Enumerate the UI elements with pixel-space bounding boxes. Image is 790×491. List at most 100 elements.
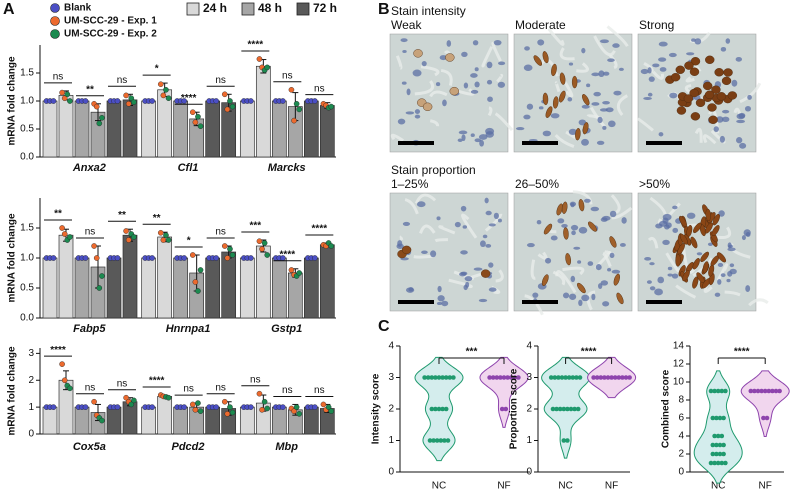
data-point — [708, 388, 714, 394]
bar — [205, 100, 221, 158]
data-point — [559, 375, 565, 380]
nucleus — [658, 132, 664, 137]
stained-cell — [689, 67, 700, 76]
y-tick-label: 2 — [28, 375, 34, 386]
tissue-fiber — [390, 133, 404, 142]
image-label: Strong — [639, 18, 674, 32]
row-title: Stain proportion — [391, 163, 476, 177]
significance-label: **** — [280, 249, 296, 260]
bar — [319, 105, 335, 158]
bar — [271, 100, 287, 158]
data-point — [715, 388, 721, 394]
significance-label: ns — [117, 75, 128, 86]
data-point — [213, 255, 219, 261]
nucleus — [484, 197, 489, 204]
data-point — [91, 398, 97, 405]
x-tick-label: Pdcd2 — [171, 441, 204, 453]
data-point — [561, 438, 567, 443]
y-axis-label: mRNA fold change — [7, 56, 18, 146]
significance-label: **** — [312, 224, 328, 235]
stained-cell — [588, 221, 597, 232]
tissue-fiber — [404, 198, 419, 215]
data-point — [719, 388, 725, 394]
data-point — [490, 375, 496, 380]
nucleus — [435, 82, 441, 87]
data-point — [328, 243, 335, 249]
nucleus — [487, 96, 493, 102]
nucleus — [486, 79, 493, 85]
data-point — [280, 98, 286, 104]
nucleus — [567, 97, 573, 102]
tissue-fiber — [414, 193, 437, 205]
nucleus — [545, 257, 552, 264]
nucleus — [597, 116, 603, 124]
nucleus — [726, 278, 731, 283]
nucleus — [719, 135, 725, 143]
data-point — [505, 375, 510, 380]
stained-cell — [543, 223, 553, 235]
data-point — [723, 460, 728, 466]
x-tick-label: Cox5a — [73, 441, 106, 453]
data-point — [721, 415, 726, 421]
nucleus — [727, 242, 732, 249]
data-point — [59, 361, 65, 367]
nucleus — [714, 292, 721, 297]
significance-label: ns — [250, 374, 261, 385]
nucleus — [744, 105, 751, 112]
data-point — [451, 375, 456, 380]
stained-cell — [708, 115, 718, 124]
bar — [205, 257, 221, 319]
nucleus — [738, 112, 746, 119]
data-point — [708, 460, 714, 466]
significance-label: ** — [118, 210, 126, 221]
data-point — [714, 451, 719, 457]
nucleus — [647, 92, 653, 97]
tissue-fiber — [429, 90, 448, 98]
nucleus — [720, 273, 726, 278]
nucleus — [397, 118, 406, 125]
data-point — [99, 417, 105, 424]
tissue-fiber — [675, 284, 697, 299]
legend-swatch — [186, 2, 200, 16]
nucleus — [405, 111, 415, 115]
stained-cell — [582, 94, 590, 106]
nucleus — [460, 205, 467, 212]
nucleus — [581, 294, 590, 302]
nucleus — [725, 38, 731, 44]
stained-cell — [692, 258, 700, 270]
nucleus — [581, 138, 589, 146]
nucleus — [437, 295, 445, 302]
stained-cell — [582, 122, 589, 135]
data-point — [125, 101, 132, 107]
nucleus — [538, 106, 544, 110]
nucleus — [414, 109, 421, 114]
data-point — [149, 255, 155, 261]
data-point — [192, 279, 199, 285]
stained-cell — [558, 90, 566, 103]
significance-label: ns — [282, 70, 293, 81]
data-point — [443, 406, 449, 412]
nucleus — [598, 70, 605, 78]
stained-cell — [696, 272, 705, 283]
y-tick-label: 1.0 — [20, 253, 34, 264]
nucleus — [414, 114, 421, 119]
nucleus — [570, 202, 575, 208]
legend-swatch — [296, 2, 310, 16]
nucleus — [436, 301, 443, 306]
nucleus — [479, 139, 484, 147]
bar — [141, 257, 157, 319]
nucleus — [570, 275, 576, 283]
data-point — [123, 394, 129, 401]
y-tick-label: 1 — [388, 435, 394, 446]
nucleus — [523, 114, 531, 120]
stained-cell — [445, 53, 455, 62]
nucleus — [557, 218, 565, 224]
bar — [122, 99, 138, 158]
nucleus — [401, 81, 407, 85]
stained-cell — [552, 96, 559, 109]
nucleus — [537, 39, 545, 46]
legend-label: 48 h — [258, 1, 282, 15]
stained-cell — [533, 55, 543, 66]
data-point — [773, 388, 779, 394]
data-point — [723, 388, 728, 394]
